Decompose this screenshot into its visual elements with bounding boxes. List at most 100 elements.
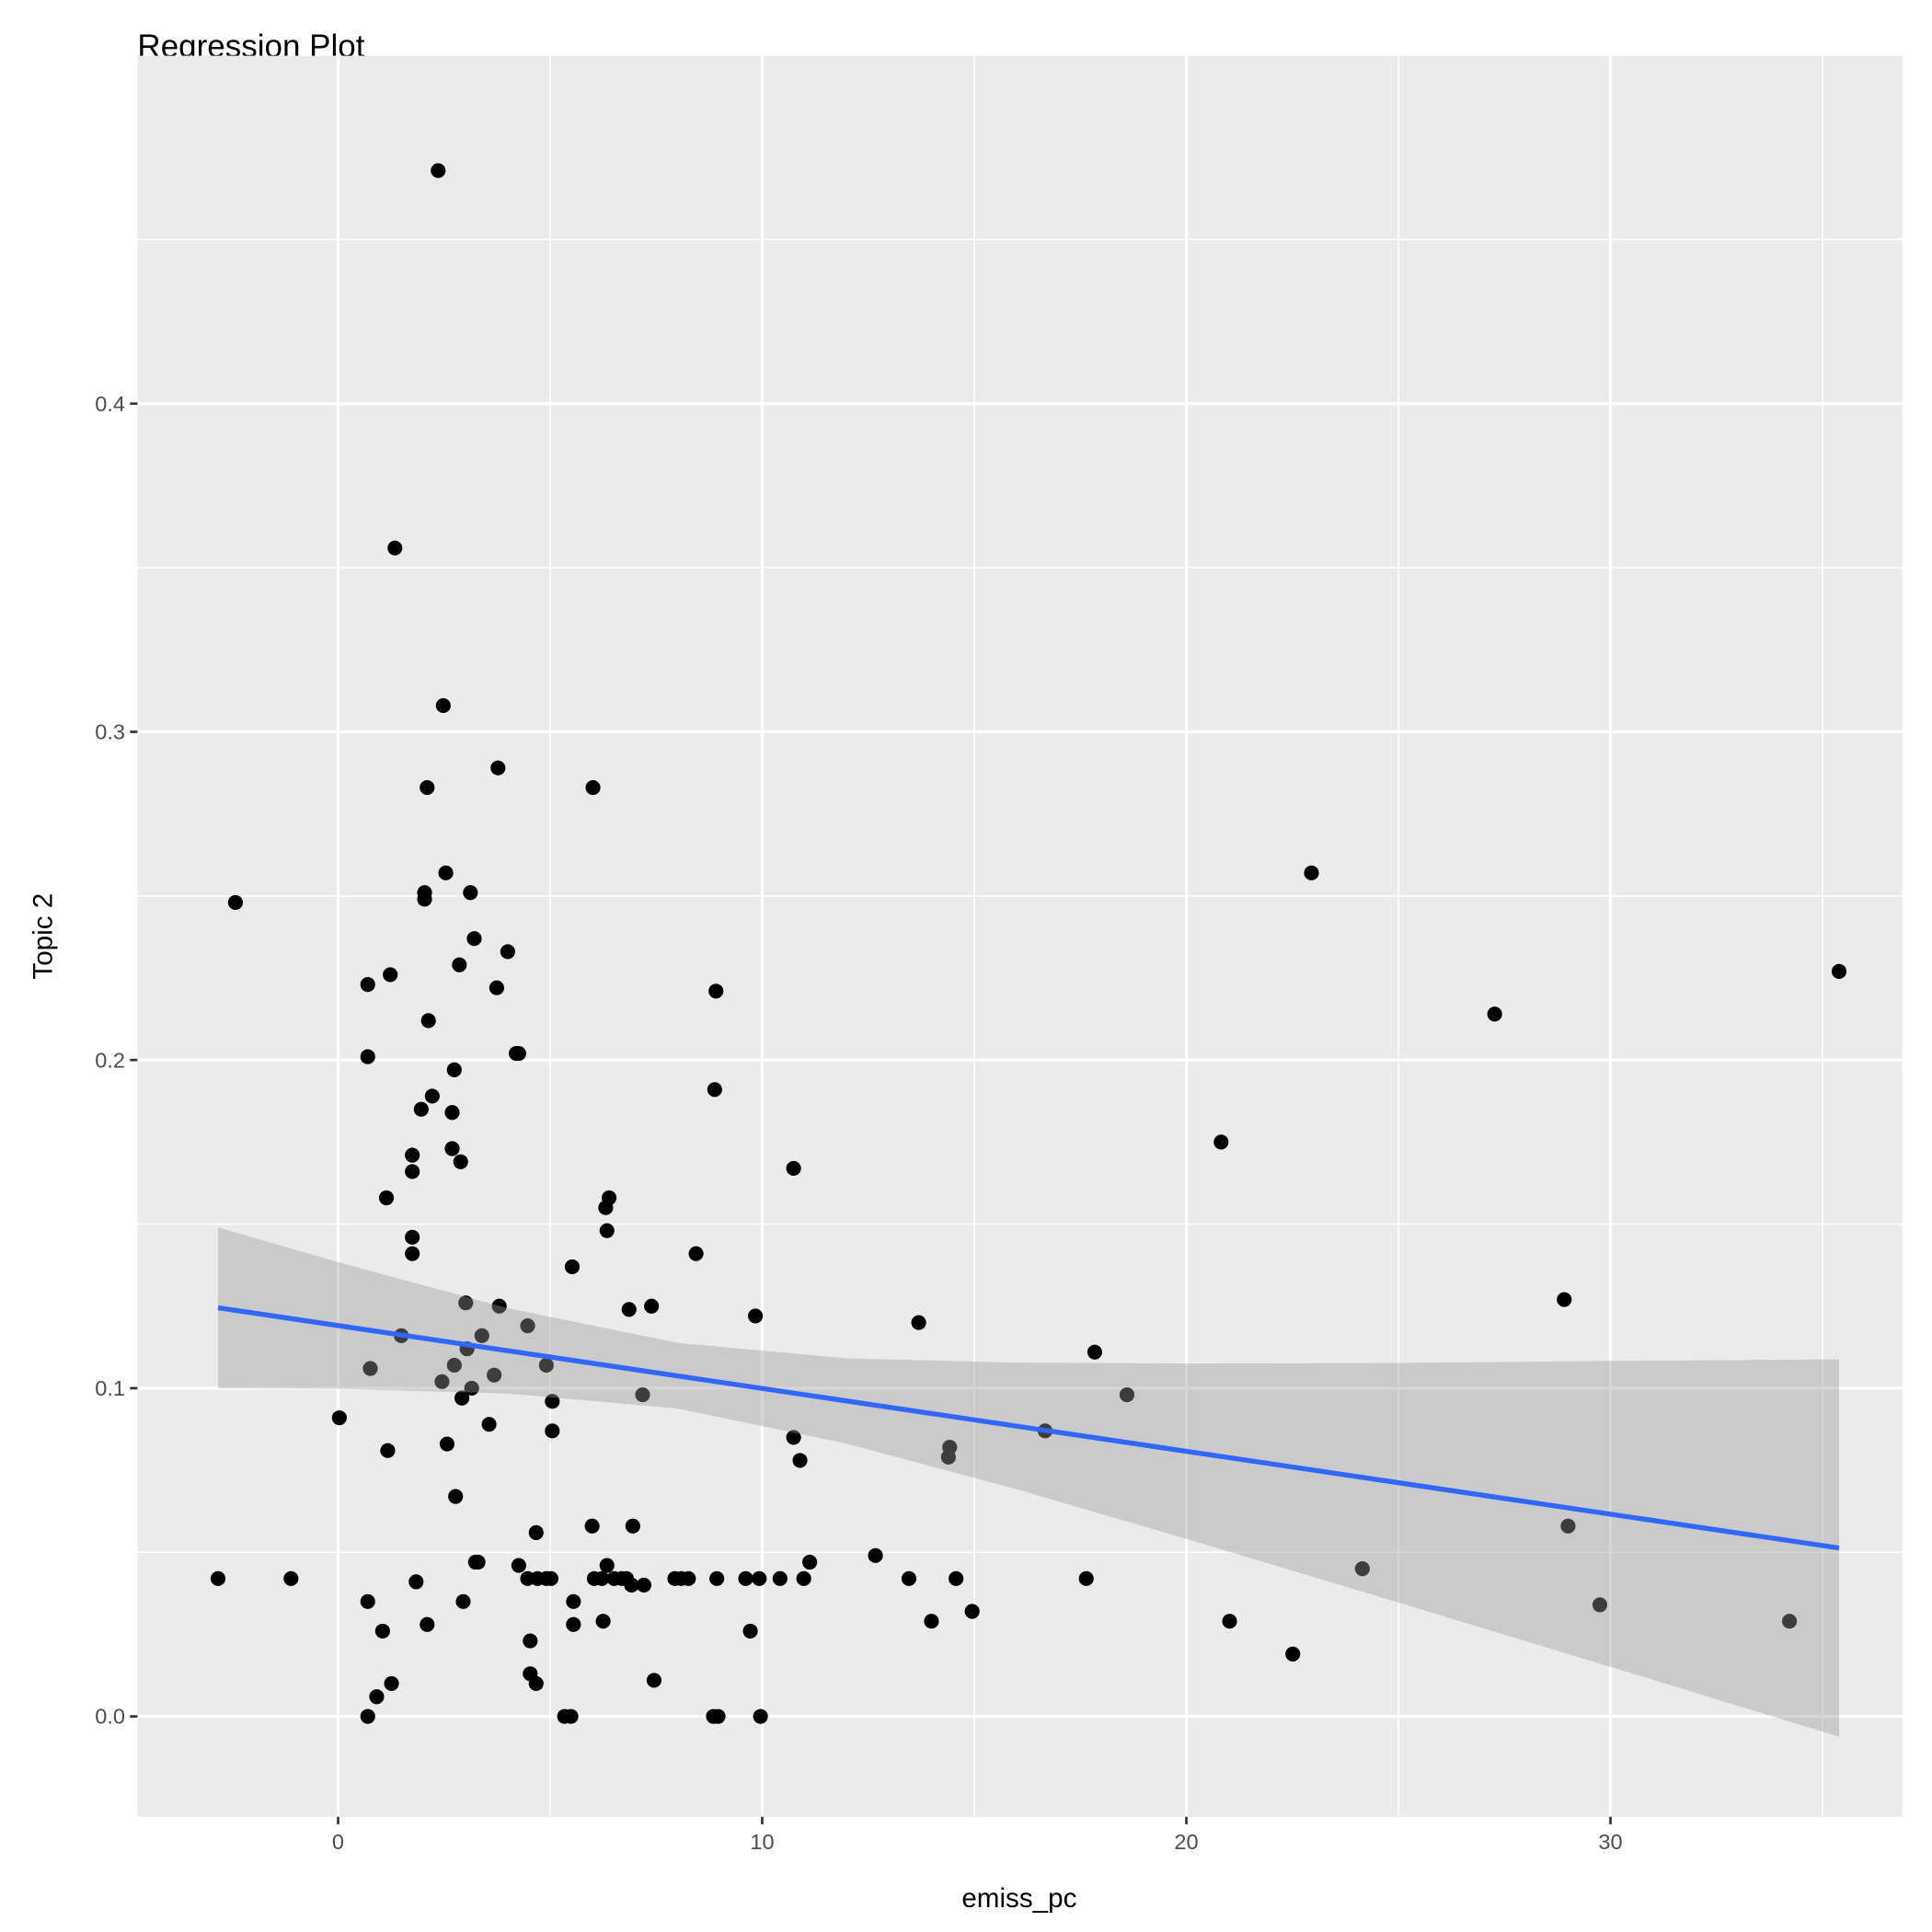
data-point	[380, 1443, 396, 1458]
data-point	[455, 1593, 471, 1609]
data-point	[1304, 865, 1319, 880]
scatter-points	[210, 163, 1847, 1724]
data-point	[420, 1013, 436, 1029]
data-point	[489, 980, 504, 995]
data-point	[439, 1436, 455, 1452]
data-point	[635, 1386, 650, 1403]
data-point	[1592, 1597, 1608, 1613]
data-point	[458, 1295, 474, 1311]
data-point	[511, 1045, 526, 1062]
data-point	[625, 1518, 640, 1534]
data-point	[420, 1616, 435, 1632]
data-point	[378, 1190, 395, 1206]
data-point	[964, 1604, 980, 1619]
regression-line	[217, 1305, 1840, 1551]
data-point	[438, 865, 454, 880]
data-point	[802, 1554, 818, 1570]
data-point	[452, 957, 467, 972]
data-point	[448, 1489, 464, 1504]
data-point	[383, 967, 398, 983]
data-point	[1078, 1570, 1094, 1586]
data-point	[523, 1633, 538, 1649]
y-axis-title: Topic 2	[29, 893, 59, 980]
data-point	[405, 1246, 420, 1261]
data-point	[360, 1049, 375, 1064]
data-point	[911, 1315, 926, 1330]
data-point	[599, 1558, 615, 1573]
data-point	[688, 1246, 704, 1261]
data-point	[545, 1423, 560, 1439]
data-point	[360, 1708, 375, 1724]
x-tick-label: 0	[332, 1830, 344, 1854]
y-tick-label: 0.3	[95, 720, 125, 744]
data-point	[369, 1689, 385, 1705]
confidence-band	[218, 1227, 1840, 1737]
data-point	[786, 1430, 801, 1445]
data-point	[466, 931, 482, 947]
data-point	[942, 1440, 958, 1455]
data-point	[753, 1708, 768, 1724]
data-point	[360, 1593, 375, 1609]
data-point	[1285, 1646, 1301, 1662]
data-point	[463, 885, 478, 901]
data-point	[528, 1675, 544, 1692]
data-point	[413, 1101, 429, 1117]
data-point	[566, 1616, 581, 1632]
data-point	[566, 1593, 581, 1609]
data-point	[710, 1708, 726, 1724]
data-point	[490, 760, 506, 776]
data-point	[792, 1453, 808, 1468]
data-point	[470, 1554, 486, 1570]
data-point	[520, 1318, 535, 1334]
axis-ticks: 0 10 20 30 0.0 0.1 0.2 0.3 0.4	[95, 392, 1622, 1854]
x-tick-label: 20	[1174, 1830, 1198, 1854]
data-point	[1781, 1614, 1798, 1629]
data-point	[707, 1082, 722, 1098]
data-point	[444, 1141, 460, 1156]
data-point	[362, 1361, 378, 1376]
data-point	[487, 1367, 502, 1383]
data-point	[595, 1614, 611, 1629]
data-point	[1213, 1134, 1229, 1150]
data-point	[681, 1570, 696, 1586]
data-point	[464, 1380, 479, 1396]
data-point	[446, 1062, 462, 1077]
y-tick-label: 0.0	[95, 1705, 125, 1729]
data-point	[738, 1570, 753, 1586]
data-point	[563, 1708, 579, 1724]
data-point	[1119, 1386, 1135, 1403]
data-point	[408, 1574, 424, 1590]
data-point	[500, 944, 515, 960]
gridlines	[137, 55, 1903, 1817]
data-point	[636, 1577, 651, 1593]
data-point	[585, 780, 601, 796]
data-point	[901, 1570, 917, 1586]
data-point	[543, 1570, 558, 1586]
data-point	[474, 1328, 489, 1343]
data-point	[1831, 963, 1847, 979]
data-point	[646, 1673, 662, 1688]
data-point	[644, 1298, 660, 1314]
data-point	[528, 1524, 544, 1540]
data-point	[453, 1154, 468, 1169]
data-point	[924, 1614, 939, 1629]
data-point	[1487, 1006, 1502, 1022]
data-point	[538, 1357, 554, 1374]
data-point	[481, 1417, 497, 1432]
data-point	[599, 1223, 615, 1238]
data-point	[796, 1570, 811, 1586]
data-point	[949, 1570, 964, 1586]
data-point	[417, 891, 432, 907]
data-point	[444, 1105, 460, 1121]
data-point	[405, 1147, 420, 1163]
data-point	[210, 1570, 226, 1586]
data-point	[405, 1164, 420, 1179]
data-point	[387, 540, 403, 556]
data-point	[708, 983, 724, 999]
data-point	[742, 1623, 758, 1639]
data-point	[624, 1577, 639, 1593]
data-point	[594, 1570, 610, 1586]
data-point	[511, 1558, 526, 1573]
data-point	[601, 1190, 617, 1206]
